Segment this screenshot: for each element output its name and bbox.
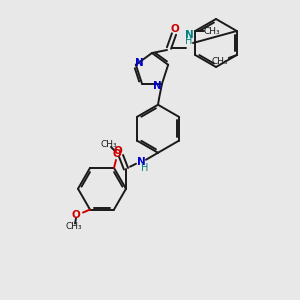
Text: N: N — [153, 81, 161, 91]
Text: CH₃: CH₃ — [66, 222, 82, 231]
Text: CH₃: CH₃ — [101, 140, 117, 149]
Text: H: H — [141, 163, 149, 173]
Text: O: O — [112, 149, 122, 159]
Text: CH₃: CH₃ — [212, 58, 228, 67]
Text: N: N — [136, 157, 146, 167]
Text: O: O — [114, 146, 122, 156]
Text: O: O — [72, 209, 80, 220]
Text: H: H — [185, 36, 193, 46]
Text: N: N — [184, 30, 194, 40]
Text: CH₃: CH₃ — [204, 26, 220, 35]
Text: N: N — [136, 58, 144, 68]
Text: O: O — [171, 24, 179, 34]
